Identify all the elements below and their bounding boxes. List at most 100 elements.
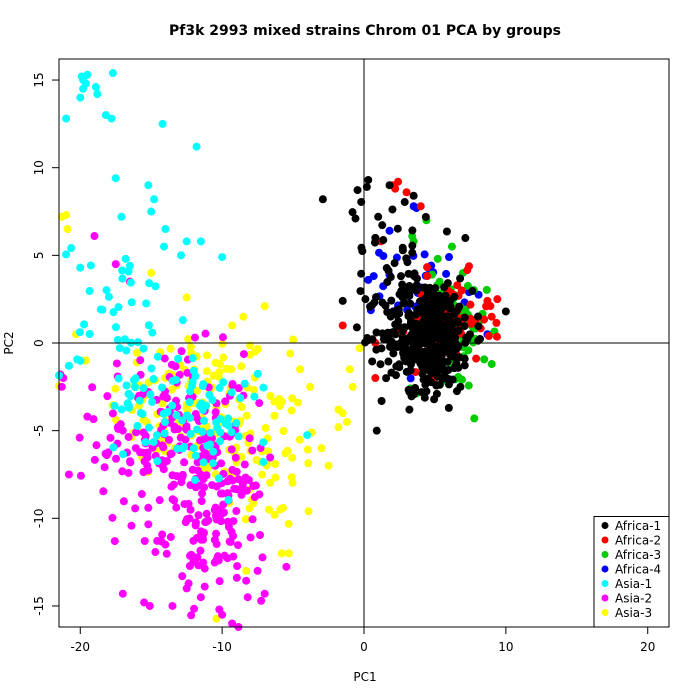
data-point-africa-4 — [420, 250, 429, 259]
data-point-africa-1 — [432, 306, 441, 315]
data-point-asia-2 — [99, 487, 108, 496]
data-point-asia-1 — [147, 364, 156, 373]
data-point-africa-1 — [391, 310, 400, 319]
data-point-africa-1 — [417, 304, 426, 313]
data-point-asia-1 — [185, 398, 194, 407]
data-point-asia-3 — [288, 478, 297, 487]
data-point-africa-1 — [378, 298, 387, 307]
data-point-asia-3 — [202, 351, 211, 360]
data-point-asia-1 — [183, 411, 192, 420]
data-point-asia-3 — [271, 460, 280, 469]
data-point-africa-1 — [409, 191, 418, 200]
data-point-africa-1 — [396, 272, 405, 281]
data-point-asia-1 — [208, 459, 217, 468]
data-point-asia-1 — [148, 328, 157, 337]
data-point-asia-2 — [246, 533, 255, 542]
data-point-asia-1 — [149, 437, 158, 446]
data-point-asia-3 — [283, 446, 292, 455]
data-point-asia-1 — [250, 392, 259, 401]
data-point-africa-3 — [447, 242, 456, 251]
data-point-africa-1 — [434, 320, 443, 329]
data-point-asia-3 — [270, 510, 279, 519]
data-point-asia-1 — [111, 174, 120, 183]
data-point-africa-1 — [421, 380, 430, 389]
data-point-asia-1 — [139, 384, 148, 393]
data-point-africa-2 — [402, 188, 411, 197]
data-point-asia-1 — [96, 305, 105, 314]
data-point-asia-1 — [118, 274, 127, 283]
data-point-asia-2 — [236, 487, 245, 496]
data-point-asia-2 — [183, 368, 192, 377]
data-point-africa-1 — [453, 317, 462, 326]
data-point-asia-1 — [62, 250, 71, 259]
data-point-asia-2 — [218, 610, 227, 619]
data-point-asia-2 — [108, 409, 117, 418]
data-point-asia-3 — [271, 473, 280, 482]
data-point-africa-1 — [446, 303, 455, 312]
data-point-asia-1 — [62, 114, 71, 123]
data-point-asia-3 — [306, 382, 315, 391]
data-point-asia-2 — [155, 496, 164, 505]
data-point-asia-3 — [266, 391, 275, 400]
data-point-asia-2 — [131, 504, 140, 513]
data-point-africa-1 — [450, 292, 459, 301]
data-point-asia-2 — [212, 540, 221, 549]
data-point-africa-1 — [456, 382, 465, 391]
data-point-africa-1 — [372, 328, 381, 337]
data-point-asia-1 — [160, 417, 169, 426]
data-point-asia-2 — [260, 589, 269, 598]
data-point-asia-1 — [122, 346, 131, 355]
data-point-asia-1 — [191, 451, 200, 460]
data-point-asia-1 — [129, 376, 138, 385]
data-point-asia-1 — [104, 292, 113, 301]
data-point-asia-2 — [248, 446, 257, 455]
data-point-africa-2 — [493, 295, 502, 304]
data-point-asia-1 — [153, 352, 162, 361]
data-point-asia-2 — [75, 433, 84, 442]
data-point-asia-1 — [80, 320, 89, 329]
data-point-asia-1 — [253, 369, 262, 378]
data-point-asia-1 — [85, 330, 94, 339]
data-point-asia-2 — [186, 505, 195, 514]
data-point-asia-2 — [183, 515, 192, 524]
data-point-asia-2 — [101, 449, 110, 458]
data-point-asia-1 — [75, 328, 84, 337]
data-point-asia-3 — [296, 365, 305, 374]
data-point-asia-2 — [191, 521, 200, 530]
data-point-asia-1 — [178, 316, 187, 325]
data-point-africa-1 — [399, 323, 408, 332]
data-point-asia-3 — [348, 382, 357, 391]
data-point-asia-2 — [239, 350, 248, 359]
data-point-africa-1 — [390, 259, 399, 268]
data-point-asia-2 — [136, 356, 145, 365]
data-point-asia-3 — [242, 411, 251, 420]
data-point-asia-3 — [293, 398, 302, 407]
legend-label-africa-4: Africa-4 — [615, 563, 661, 577]
data-point-asia-1 — [118, 266, 127, 275]
data-point-asia-3 — [184, 335, 193, 344]
data-point-asia-2 — [234, 384, 243, 393]
data-point-asia-2 — [255, 490, 264, 499]
data-point-asia-1 — [119, 450, 128, 459]
data-point-africa-1 — [384, 332, 393, 341]
data-point-asia-2 — [211, 512, 220, 521]
data-point-asia-2 — [248, 515, 257, 524]
data-point-asia-2 — [243, 593, 252, 602]
legend-marker-africa-2 — [601, 536, 609, 544]
data-point-africa-1 — [411, 343, 420, 352]
data-point-africa-1 — [419, 283, 428, 292]
legend-marker-africa-4 — [601, 565, 609, 573]
data-point-africa-1 — [357, 269, 366, 278]
data-point-africa-1 — [433, 297, 442, 306]
y-tick-label: -15 — [32, 596, 46, 616]
data-point-asia-2 — [180, 458, 189, 467]
data-point-asia-2 — [199, 435, 208, 444]
data-point-asia-3 — [284, 549, 293, 558]
data-point-asia-1 — [102, 286, 111, 295]
data-point-asia-3 — [147, 268, 156, 277]
data-point-asia-1 — [158, 119, 167, 128]
data-point-asia-1 — [85, 287, 94, 296]
data-point-asia-1 — [133, 338, 142, 347]
data-point-asia-1 — [160, 429, 169, 438]
data-point-africa-1 — [397, 286, 406, 295]
